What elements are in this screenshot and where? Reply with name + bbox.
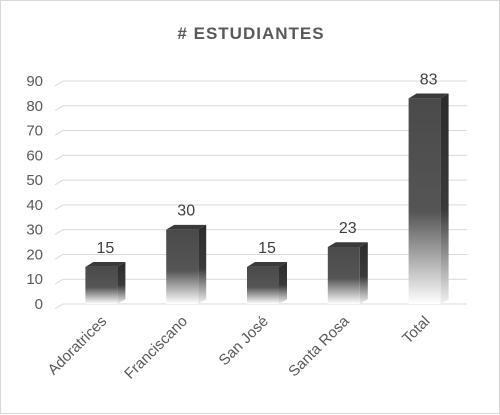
bar-side	[198, 224, 207, 304]
gridline-depth	[54, 80, 64, 87]
bar-front	[85, 266, 118, 304]
data-labels: 15 30 15 23 83	[97, 71, 438, 256]
gridline-depth	[54, 229, 64, 235]
y-tick-label: 20	[26, 246, 43, 263]
bar-san-josé	[247, 262, 287, 304]
bar-total	[408, 93, 449, 305]
bar-front	[327, 247, 360, 304]
gridline-depth	[54, 105, 64, 112]
data-label: 30	[177, 203, 195, 220]
bar-side	[440, 93, 449, 305]
bars	[85, 93, 449, 305]
bar-franciscano	[166, 224, 207, 304]
bar-cap	[166, 224, 207, 230]
gridline-depth	[54, 204, 64, 211]
y-tick-label: 10	[26, 271, 43, 288]
data-label: 15	[97, 240, 115, 257]
x-tick-label: San José	[216, 313, 272, 369]
gridline-depth	[54, 130, 64, 136]
gridlines	[54, 80, 467, 310]
bar-side	[279, 262, 287, 304]
bar-adoratrices	[85, 262, 126, 304]
x-axis-ticks: Adoratrices Franciscano San José Santa Rosa…	[45, 312, 434, 382]
bar-front	[247, 266, 279, 304]
bar-side	[359, 242, 368, 304]
data-label: 83	[420, 71, 438, 88]
gridline-depth	[54, 278, 64, 285]
bar-cap	[408, 93, 449, 99]
y-tick-label: 0	[35, 296, 43, 313]
gridline-depth	[54, 154, 64, 161]
data-label: 15	[258, 240, 276, 257]
y-tick-label: 40	[26, 197, 43, 214]
chart-title: # ESTUDIANTES	[177, 24, 324, 43]
bar-cap	[247, 262, 287, 267]
y-tick-label: 50	[26, 172, 43, 189]
bar-side	[117, 262, 126, 304]
y-tick-label: 70	[26, 123, 43, 140]
bar-front	[408, 98, 441, 304]
bar-cap	[85, 262, 126, 267]
y-tick-label: 30	[26, 222, 43, 239]
x-tick-label: Total	[399, 313, 433, 347]
y-tick-label: 60	[26, 147, 43, 164]
bar-front	[166, 229, 199, 304]
data-label: 23	[339, 220, 357, 237]
bar-santa-rosa	[327, 242, 368, 304]
bar-cap	[327, 242, 368, 248]
y-tick-label: 80	[26, 98, 43, 115]
y-tick-label: 90	[26, 73, 43, 90]
y-axis-ticks: 0 10 20 30 40 50 60 70 80 90	[26, 73, 43, 313]
gridline-depth	[54, 254, 64, 260]
x-tick-label: Adoratrices	[45, 313, 111, 379]
x-tick-label: Santa Rosa	[285, 312, 353, 380]
x-tick-label: Franciscano	[121, 313, 191, 383]
gridline-depth	[54, 303, 64, 310]
gridline-depth	[54, 179, 64, 186]
